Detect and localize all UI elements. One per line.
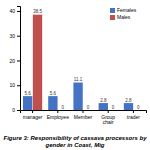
- x-tick-mark: [57, 110, 58, 113]
- data-label: 0: [137, 105, 140, 110]
- x-tick-mark: [133, 110, 134, 113]
- text-line: Figure 3: Responsibility of cassava proc…: [3, 135, 147, 141]
- bar: [124, 103, 133, 110]
- plot: 0 10 20 30 40 manager Employee Member Groupchair…: [9, 7, 146, 126]
- y-axis-line: [17, 7, 21, 111]
- data-label: 5.6: [25, 91, 32, 96]
- data-label: 5.6: [50, 91, 57, 96]
- text-line: Employee: [47, 114, 69, 120]
- bar: [33, 15, 42, 110]
- data-label: 0: [112, 105, 115, 110]
- bar: [108, 110, 117, 111]
- y-tick-mark: [17, 60, 20, 61]
- text-line: gender in Coast, Mig: [44, 142, 104, 148]
- legend: FemalesMales: [110, 7, 137, 20]
- text-line: trader: [127, 114, 140, 120]
- bar: [134, 110, 143, 111]
- text-line: chair: [103, 119, 114, 125]
- y-tick: 30: [9, 33, 20, 39]
- data-labels: 5.6 5.6 11.1 2.8 2.8 38.5 0 0 0 0: [25, 9, 141, 109]
- x-tick: Groupchair: [101, 110, 115, 125]
- bar: [23, 96, 32, 110]
- y-tick: 0: [12, 107, 20, 113]
- y-tick: 10: [9, 82, 20, 88]
- chart: 0 10 20 30 40 manager Employee Member Groupchair…: [0, 0, 150, 150]
- bar: [48, 96, 57, 110]
- legend-item: Males: [110, 14, 131, 20]
- data-label: 2.8: [125, 98, 132, 103]
- y-tick-label: 0: [12, 107, 15, 113]
- legend-swatch: [110, 15, 115, 20]
- x-tick: Employee: [47, 110, 69, 120]
- bar: [73, 83, 82, 110]
- bar: [99, 103, 108, 110]
- y-tick: 40: [9, 8, 20, 14]
- y-tick-label: 40: [9, 8, 15, 14]
- x-tick-label: Employee: [47, 114, 69, 120]
- bars: [23, 15, 133, 110]
- x-tick-mark: [32, 110, 33, 113]
- data-label: 11.1: [74, 77, 83, 82]
- y-tick: 20: [9, 58, 20, 64]
- x-tick-label: Member: [74, 114, 93, 120]
- x-tick: Member: [74, 110, 93, 120]
- data-label: 38.5: [33, 9, 42, 14]
- x-tick-mark: [83, 110, 84, 113]
- text-line: Member: [74, 114, 93, 120]
- legend-item: Females: [110, 7, 137, 13]
- data-label: 0: [87, 105, 90, 110]
- y-axis: 0 10 20 30 40: [9, 7, 20, 114]
- y-tick-label: 10: [9, 82, 15, 88]
- x-tick: manager: [23, 110, 43, 120]
- text-line: manager: [23, 114, 43, 120]
- y-tick-label: 20: [9, 58, 15, 64]
- legend-label: Males: [117, 14, 131, 20]
- x-tick-label: manager: [23, 114, 43, 120]
- y-tick-label: 30: [9, 33, 15, 39]
- x-tick-label: Groupchair: [101, 114, 115, 126]
- x-tick-mark: [108, 110, 109, 113]
- x-axis: manager Employee Member Groupchair trader: [21, 110, 147, 125]
- title: Figure 3: Responsibility of cassava proc…: [3, 135, 147, 148]
- x-tick: trader: [127, 110, 140, 120]
- y-tick-mark: [17, 11, 20, 12]
- legend-swatch: [110, 8, 115, 13]
- data-label: 2.8: [100, 98, 107, 103]
- bar: [83, 110, 92, 111]
- y-tick-mark: [17, 36, 20, 37]
- data-label: 0: [61, 105, 64, 110]
- y-tick-mark: [17, 85, 20, 86]
- legend-label: Females: [117, 7, 137, 13]
- y-tick-mark: [17, 110, 20, 111]
- x-tick-label: trader: [127, 114, 140, 120]
- bar: [58, 110, 67, 111]
